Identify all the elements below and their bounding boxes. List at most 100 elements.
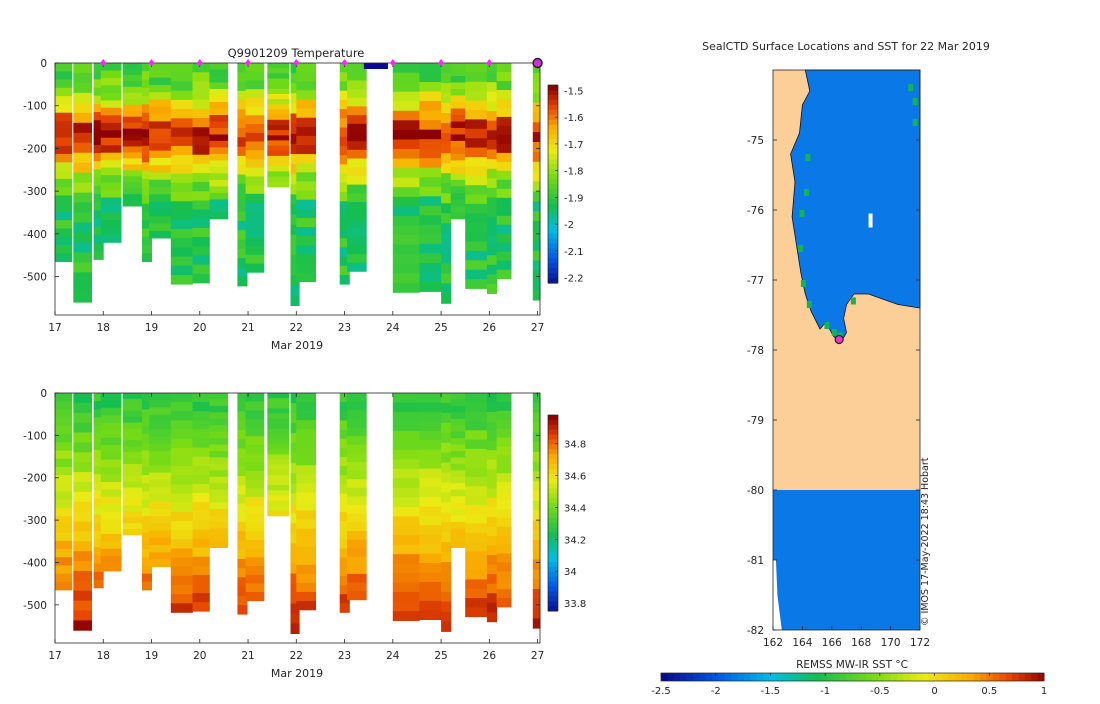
profile-cell — [339, 256, 350, 267]
profile-cell — [339, 511, 350, 522]
profile-cell — [149, 143, 172, 151]
profile-cell — [237, 202, 248, 212]
profile-cell — [122, 487, 143, 494]
profile-cell — [267, 161, 290, 167]
profile-cell — [296, 117, 316, 128]
profile-cell — [237, 485, 248, 495]
map-plot-area — [773, 69, 921, 630]
colorbar-segment — [548, 606, 558, 612]
profile-cell — [450, 528, 466, 536]
profile-cell — [209, 496, 229, 503]
profile-cell — [73, 63, 92, 74]
profile-cell — [73, 412, 92, 424]
profile-cell — [290, 513, 300, 524]
salinity-plot-area — [55, 393, 541, 634]
profile-cell — [141, 417, 152, 427]
profile-cell — [290, 103, 300, 114]
profile-cell — [192, 411, 210, 421]
profile-cell — [465, 570, 488, 580]
profile-cell — [486, 516, 497, 527]
profile-cell — [496, 464, 512, 474]
profile-cell — [141, 162, 152, 171]
profile-cell — [170, 127, 193, 138]
profile-cell — [141, 532, 152, 542]
profile-cell — [192, 237, 210, 247]
profile-cell — [245, 220, 265, 230]
x-tick-label: 21 — [241, 650, 254, 662]
profile-cell — [93, 112, 104, 121]
colorbar-segment — [548, 169, 558, 175]
profile-cell — [441, 581, 452, 593]
profile-cell — [496, 98, 512, 109]
profile-cell — [532, 250, 541, 261]
x-tick-label: 26 — [483, 650, 497, 662]
profile-cell — [392, 139, 420, 150]
profile-cell — [141, 573, 152, 583]
profile-cell — [486, 284, 497, 294]
profile-cell — [465, 222, 488, 233]
seal-position-marker — [834, 334, 844, 345]
profile-cell — [141, 565, 152, 574]
profile-cell — [192, 474, 210, 485]
profile-cell — [237, 457, 248, 468]
profile-cell — [290, 265, 300, 276]
profile-cell — [267, 99, 290, 105]
profile-cell — [450, 69, 466, 77]
profile-cell — [149, 106, 172, 115]
profile-cell — [339, 219, 350, 230]
profile-cell — [170, 164, 193, 174]
profile-cell — [392, 120, 420, 131]
profile-cell — [486, 574, 497, 584]
profile-cell — [290, 204, 300, 215]
colorbar-segment — [724, 673, 732, 681]
profile-cell — [141, 120, 152, 130]
colorbar-segment — [788, 673, 796, 681]
colorbar-segment — [878, 673, 885, 681]
profile-cell — [532, 230, 541, 242]
profile-cell — [170, 566, 193, 577]
profile-cell — [100, 511, 122, 520]
surface-marker — [100, 59, 107, 66]
profile-cell — [245, 583, 265, 593]
profile-cell — [441, 442, 452, 453]
profile-cell — [486, 63, 497, 73]
profile-cell — [450, 431, 466, 439]
profile-cell — [73, 152, 92, 164]
profile-cell — [450, 108, 466, 116]
profile-cell — [100, 430, 122, 438]
profile-cell — [450, 128, 466, 135]
profile-cell — [339, 275, 350, 285]
colorbar-segment — [839, 673, 847, 681]
colorbar-segment — [680, 673, 687, 681]
profile-cell — [122, 92, 143, 100]
profile-cell — [93, 218, 104, 228]
profile-cell — [192, 264, 210, 275]
profile-cell — [149, 70, 172, 78]
profile-cell — [532, 82, 541, 94]
profile-cell — [170, 411, 193, 421]
profile-cell — [141, 409, 152, 418]
profile-cell — [339, 466, 350, 476]
profile-cell — [100, 504, 122, 512]
profile-cell — [267, 418, 290, 425]
profile-cell — [296, 190, 316, 201]
colorbar-segment — [548, 488, 558, 494]
profile-cell — [441, 93, 452, 104]
profile-cell — [465, 430, 488, 440]
profile-cell — [465, 421, 488, 431]
profile-cell — [441, 601, 452, 612]
profile-cell — [267, 124, 290, 131]
profile-cell — [450, 509, 466, 516]
profile-cell — [267, 454, 290, 460]
profile-cell — [170, 447, 193, 458]
colorbar-segment — [548, 124, 558, 131]
colorbar-segment — [795, 673, 802, 681]
profile-cell — [122, 493, 143, 500]
profile-cell — [290, 164, 300, 175]
profile-cell — [170, 146, 193, 156]
profile-cell — [55, 442, 73, 451]
profile-cell — [170, 275, 193, 285]
profile-cell — [192, 228, 210, 238]
profile-cell — [290, 453, 300, 464]
profile-cell — [100, 556, 122, 564]
